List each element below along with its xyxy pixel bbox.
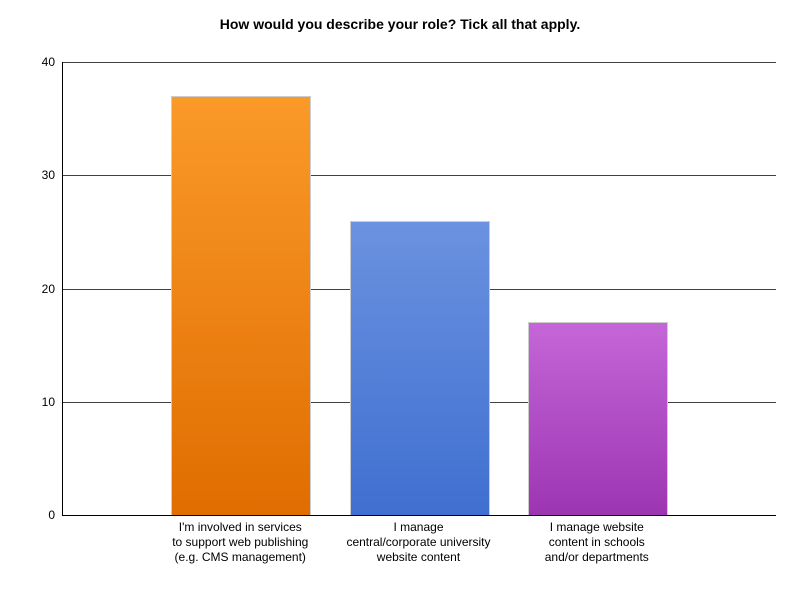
x-category-label-0: I'm involved in services to support web …: [172, 520, 309, 564]
x-category-label-1: I manage central/corporate university we…: [346, 520, 491, 564]
y-tick-label: 40: [41, 55, 55, 69]
chart-title: How would you describe your role? Tick a…: [219, 16, 581, 32]
gridline: [63, 62, 776, 63]
bar-2: [527, 322, 668, 515]
bar-0: [171, 95, 312, 515]
y-tick-label: 0: [48, 508, 55, 522]
bar-1: [349, 220, 490, 515]
gridline: [63, 175, 776, 177]
y-tick-label: 30: [41, 168, 55, 183]
y-tick-label: 10: [41, 394, 55, 409]
plot-area: 0 10 20 30 40: [42, 55, 776, 522]
x-axis-labels: I'm involved in services to support web …: [62, 520, 775, 590]
x-category-label-2: I manage website content in schools and/…: [544, 520, 649, 564]
y-tick-label: 20: [41, 281, 55, 296]
